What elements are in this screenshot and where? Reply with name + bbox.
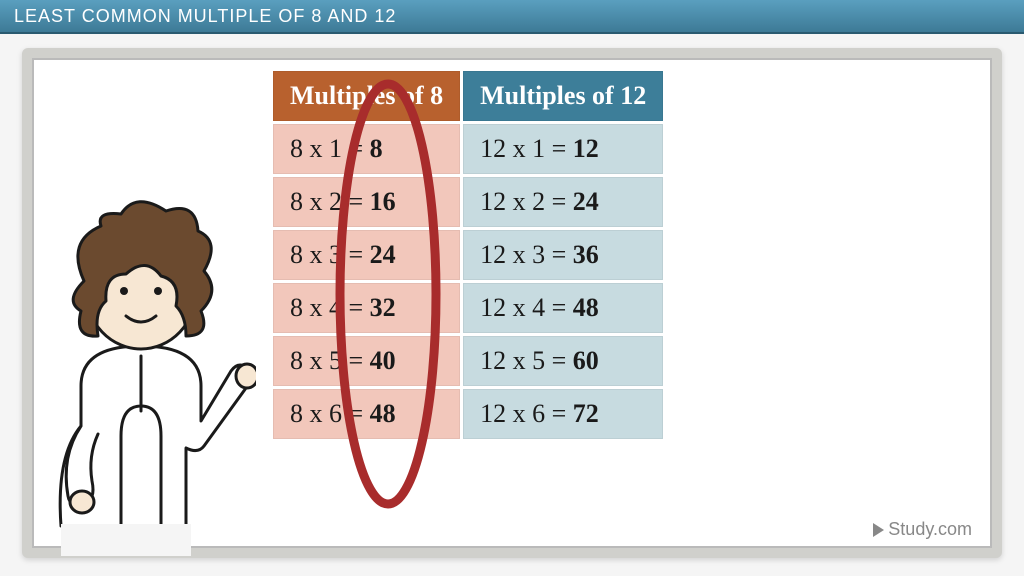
cell-multiples-8: 8 x 3 = 24 [273,230,460,280]
title-bar: LEAST COMMON MULTIPLE OF 8 AND 12 [0,0,1024,34]
multiples-table: Multiples of 8 Multiples of 12 8 x 1 = 8… [270,68,666,442]
cell-multiples-8: 8 x 1 = 8 [273,124,460,174]
cell-multiples-8: 8 x 5 = 40 [273,336,460,386]
table-row: 8 x 3 = 2412 x 3 = 36 [273,230,663,280]
watermark: Study.com [873,519,972,540]
table-body: 8 x 1 = 812 x 1 = 128 x 2 = 1612 x 2 = 2… [273,124,663,439]
cell-multiples-12: 12 x 2 = 24 [463,177,663,227]
cell-multiples-12: 12 x 6 = 72 [463,389,663,439]
teacher-character [26,196,256,556]
col-header-12: Multiples of 12 [463,71,663,121]
cell-multiples-12: 12 x 5 = 60 [463,336,663,386]
table-row: 8 x 1 = 812 x 1 = 12 [273,124,663,174]
watermark-text: Study.com [888,519,972,540]
whiteboard: Multiples of 8 Multiples of 12 8 x 1 = 8… [22,48,1002,558]
cell-multiples-12: 12 x 3 = 36 [463,230,663,280]
page-title: LEAST COMMON MULTIPLE OF 8 AND 12 [14,6,396,27]
table-row: 8 x 5 = 4012 x 5 = 60 [273,336,663,386]
col-header-8: Multiples of 8 [273,71,460,121]
cell-multiples-8: 8 x 4 = 32 [273,283,460,333]
table-row: 8 x 6 = 4812 x 6 = 72 [273,389,663,439]
cell-multiples-12: 12 x 1 = 12 [463,124,663,174]
cell-multiples-8: 8 x 6 = 48 [273,389,460,439]
cell-multiples-12: 12 x 4 = 48 [463,283,663,333]
table-row: 8 x 4 = 3212 x 4 = 48 [273,283,663,333]
play-icon [873,523,884,537]
cell-multiples-8: 8 x 2 = 16 [273,177,460,227]
table-row: 8 x 2 = 1612 x 2 = 24 [273,177,663,227]
